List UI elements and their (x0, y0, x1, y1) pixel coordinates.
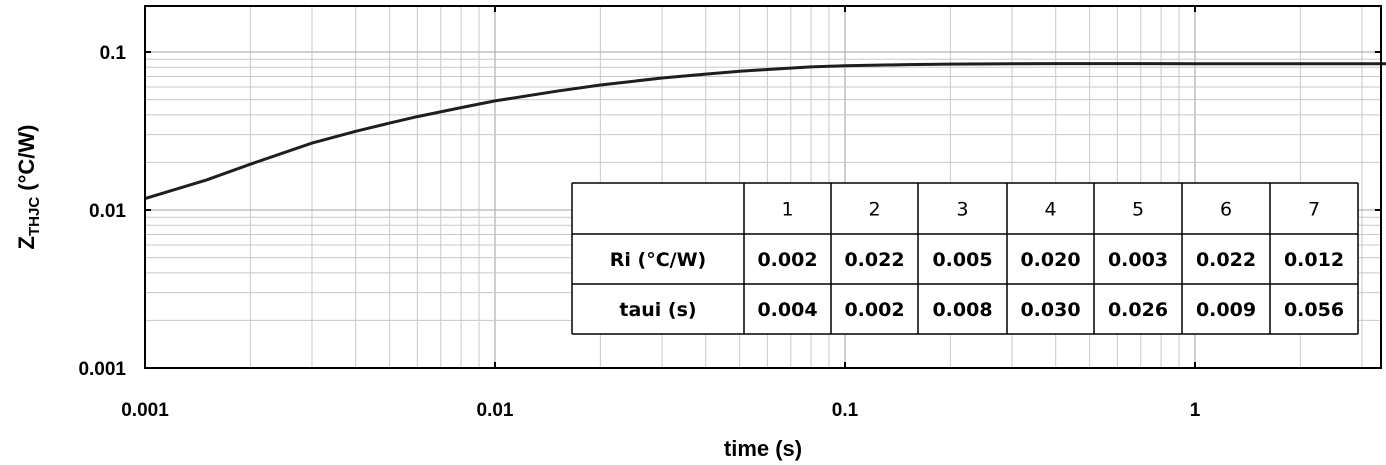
table-cell-r0-c5: 0.003 (1108, 249, 1168, 271)
table-background (572, 183, 1358, 334)
table-cell-r0-c3: 0.005 (932, 249, 992, 271)
table-cell-r1-c2: 0.002 (844, 299, 904, 321)
x-tick-label-1: 0.01 (477, 400, 514, 421)
table-header-5: 5 (1132, 199, 1144, 221)
table-cell-r1-c3: 0.008 (932, 299, 992, 321)
table-cell-r0-c1: 0.002 (757, 249, 817, 271)
table-cell-r0-c6: 0.022 (1196, 249, 1256, 271)
table-header-3: 3 (956, 199, 968, 221)
table-cell-r0-c7: 0.012 (1284, 249, 1344, 271)
thermal-model-table: 1 2 3 4 5 6 7 Ri (°C/W) 0.002 0.022 0.005 0.020 0.00… (571, 182, 1359, 335)
table-header-6: 6 (1220, 199, 1232, 221)
y-tick-label-0: 0.001 (78, 359, 126, 380)
table-header-1: 1 (781, 199, 793, 221)
x-tick-label-0: 0.001 (121, 400, 169, 421)
y-axis-label-subscript: THJC (26, 197, 43, 236)
table-cell-r1-c5: 0.026 (1108, 299, 1168, 321)
table-header-4: 4 (1044, 199, 1056, 221)
y-tick-label-2: 0.1 (100, 43, 127, 64)
y-axis-label-main: Z (14, 236, 39, 249)
y-axis-label: ZTHJC (°C/W) (14, 125, 43, 250)
table-header-7: 7 (1308, 199, 1320, 221)
table-cell-r1-c1: 0.004 (757, 299, 817, 321)
table-cell-r0-c2: 0.022 (844, 249, 904, 271)
y-axis-ticks: 0.001 0.01 0.1 (78, 43, 1381, 380)
x-axis-ticks: 0.001 0.01 0.1 1 (121, 6, 1201, 421)
zthjc-curve (144, 62, 1386, 201)
table-row-label-0: Ri (°C/W) (610, 249, 706, 271)
table-cell-r1-c6: 0.009 (1196, 299, 1256, 321)
table-cell-r0-c4: 0.020 (1020, 249, 1080, 271)
x-tick-label-3: 1 (1190, 400, 1201, 421)
y-axis-label-unit: (°C/W) (14, 125, 39, 197)
table-row-label-1: taui (s) (619, 299, 696, 321)
y-tick-label-1: 0.01 (89, 201, 126, 222)
table-header-2: 2 (868, 199, 880, 221)
table-cell-r1-c7: 0.056 (1284, 299, 1344, 321)
table-cell-r1-c4: 0.030 (1020, 299, 1080, 321)
x-tick-label-2: 0.1 (832, 400, 859, 421)
plot-frame (144, 5, 1382, 369)
x-axis-label: time (s) (724, 436, 802, 461)
